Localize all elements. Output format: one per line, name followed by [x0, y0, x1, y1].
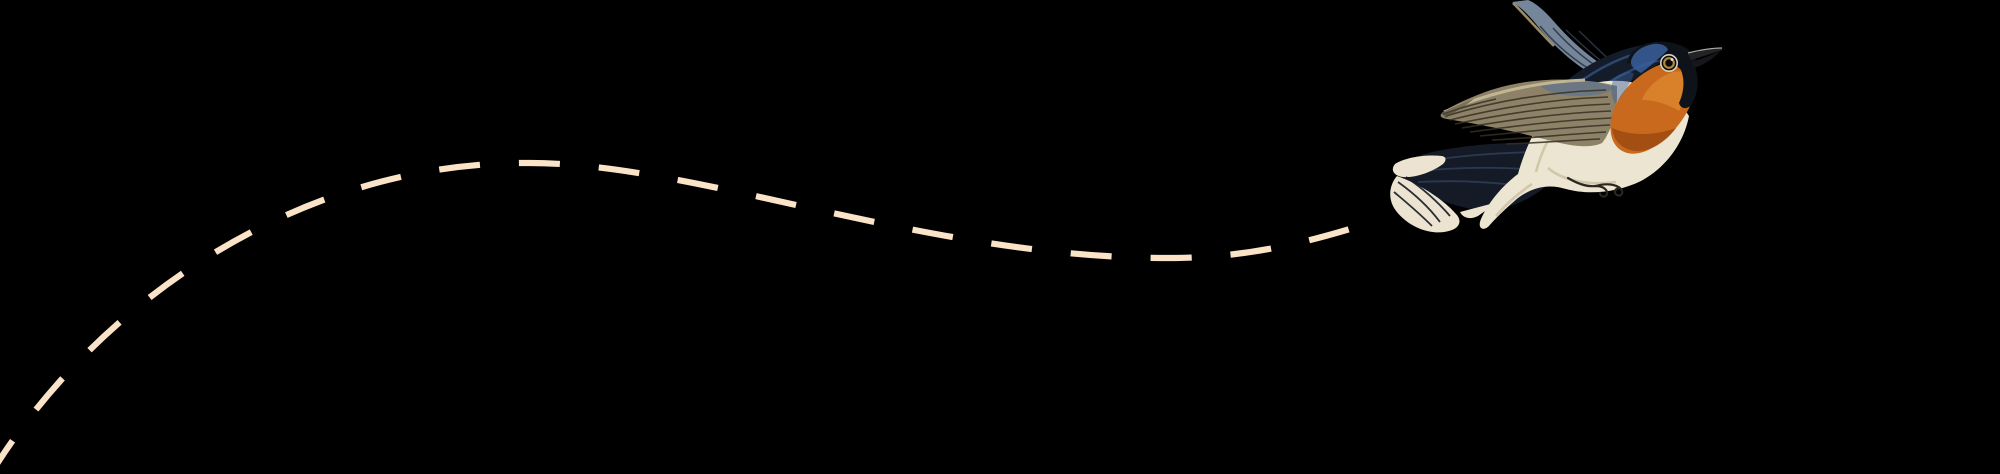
crown-sheen-patch — [1630, 43, 1668, 73]
feather-line — [1405, 176, 1451, 217]
tail-white-leading-patch — [1392, 155, 1446, 178]
eye-iris — [1663, 57, 1675, 69]
near-wing-feather-lines — [1442, 89, 1613, 145]
feather-line — [1469, 117, 1613, 133]
wing-tip-shadow — [1441, 99, 1474, 118]
breast-highlight — [1642, 71, 1687, 111]
foot-claw — [1594, 183, 1624, 197]
feather-line — [1397, 181, 1441, 223]
tail-tip-separators — [1393, 176, 1451, 227]
beak-upper — [1688, 48, 1723, 60]
swallow-bird-illustration — [1390, 0, 1723, 233]
eye-iris-ring — [1663, 57, 1675, 69]
shade-line — [1547, 166, 1617, 185]
beak — [1687, 47, 1723, 68]
feather-line — [1445, 89, 1607, 117]
feather-line — [1491, 131, 1607, 141]
feather-line — [1454, 103, 1611, 125]
eye — [1660, 53, 1679, 72]
beak-lower — [1691, 51, 1720, 68]
flight-path — [0, 159, 1364, 466]
breast — [1610, 60, 1695, 154]
near-wing — [1440, 78, 1617, 147]
breast-deep-shade — [1612, 128, 1676, 152]
far-wing-leading-edge — [1512, 2, 1555, 47]
foot-claw — [1566, 176, 1609, 198]
feather-line — [1393, 191, 1433, 227]
feather-line — [1461, 110, 1612, 129]
nape-sheen-speckle — [1611, 71, 1634, 104]
feather-line — [1505, 138, 1601, 145]
shade-line — [1495, 182, 1533, 217]
wing-coverts-blue-patch — [1540, 80, 1614, 96]
head — [1611, 41, 1698, 109]
feather-line — [1479, 124, 1611, 137]
feet — [1566, 176, 1624, 198]
feather-line — [1449, 96, 1609, 121]
eye-glint — [1670, 58, 1674, 61]
beak-ridge-highlight — [1687, 47, 1723, 54]
